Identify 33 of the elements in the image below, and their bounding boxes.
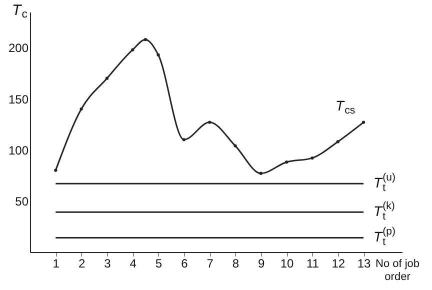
y-tick-label: 50: [15, 194, 29, 208]
point: [336, 140, 340, 144]
x-tick-label: 6: [181, 256, 188, 270]
point: [208, 120, 212, 124]
x-axis-title: No of job order: [376, 258, 420, 283]
x-tick-label: 5: [155, 256, 162, 270]
point: [54, 168, 58, 172]
x-tick-label: 12: [332, 256, 346, 270]
x-tick-label: 13: [357, 256, 372, 270]
y-tick-label: 200: [8, 41, 29, 56]
x-tick-label: 4: [130, 256, 137, 270]
x-tick-label: 3: [104, 256, 112, 270]
x-tick-label: 8: [232, 256, 240, 270]
line-series: [54, 38, 366, 175]
point: [105, 76, 109, 80]
y-tick-label: 150: [8, 92, 29, 106]
x-tick-label: 7: [206, 256, 214, 270]
point: [182, 138, 186, 142]
point: [234, 144, 237, 148]
point: [131, 48, 134, 52]
x-tick-label: 10: [280, 256, 294, 270]
x-tick-label: 9: [258, 256, 266, 270]
x-tick-label: 2: [78, 256, 86, 270]
x-tick-label: 1: [52, 256, 60, 270]
point: [284, 160, 288, 164]
point: [144, 38, 148, 42]
point: [362, 120, 366, 124]
y-tick-label: 100: [8, 143, 29, 158]
point: [156, 53, 160, 56]
x-tick-label: 11: [306, 256, 320, 270]
point: [259, 172, 262, 175]
point: [310, 156, 314, 160]
point: [80, 107, 83, 111]
